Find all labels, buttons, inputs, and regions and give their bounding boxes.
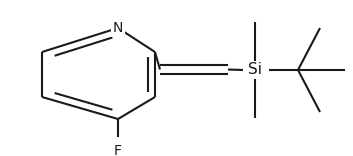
Text: F: F [114,144,122,156]
Text: Si: Si [248,63,262,78]
Text: N: N [113,21,123,35]
